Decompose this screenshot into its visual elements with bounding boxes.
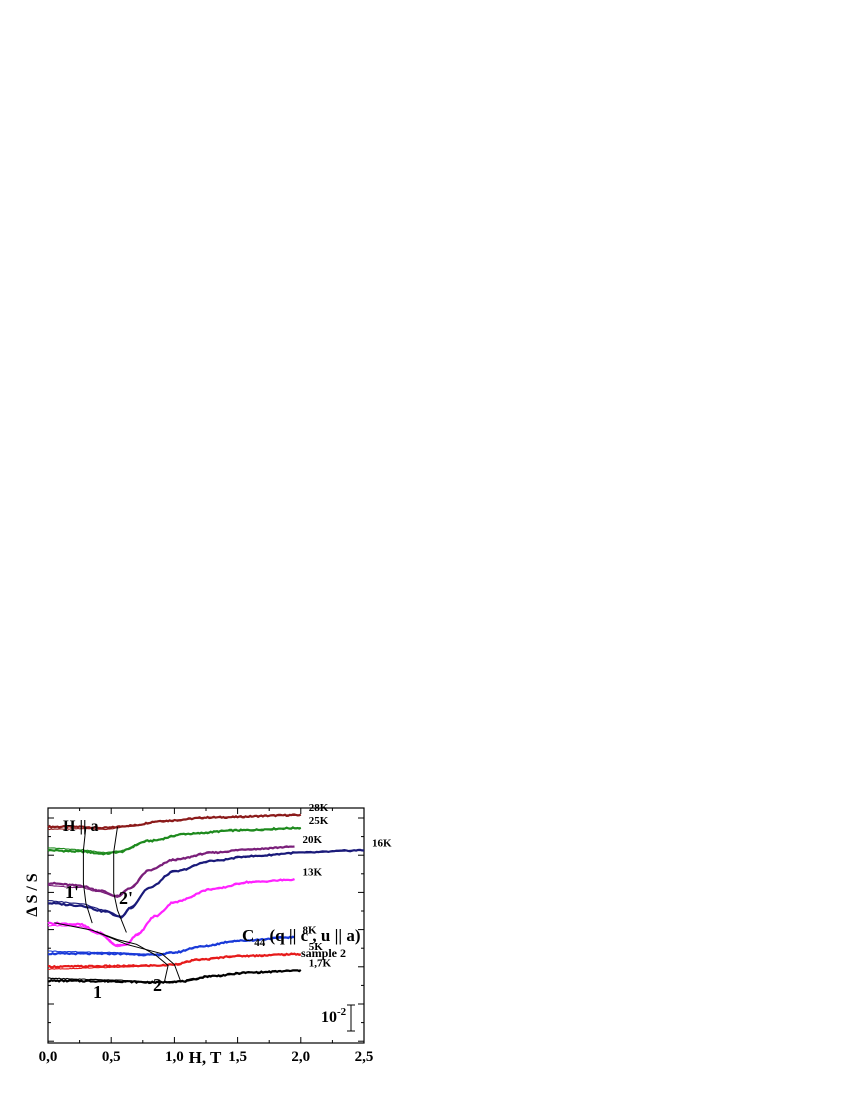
phase-line-2prime-label: 2'	[119, 888, 133, 908]
phase-boundary-line-2	[92, 929, 182, 982]
x-tick-label: 2,0	[291, 1049, 310, 1065]
scale-label: 10-2	[321, 1006, 347, 1026]
series-line-branch	[47, 936, 295, 956]
series-label: 13K	[302, 867, 322, 879]
series-line	[47, 877, 295, 947]
phase-boundary-line-1p	[82, 826, 93, 924]
phase-line-1prime-label: 1'	[65, 882, 79, 902]
x-axis-label: H, T	[189, 1048, 222, 1067]
series-line-branch	[47, 814, 301, 831]
sample-label: sample 2	[301, 946, 346, 960]
phase-boundary-line-2p	[113, 826, 127, 933]
series-label: 16K	[372, 837, 392, 849]
series-label: 20K	[302, 834, 322, 846]
series-line-branch	[47, 827, 301, 854]
mode-label: C44 (q || c , u || a)	[242, 926, 361, 949]
series-line-branch	[48, 846, 295, 898]
x-tick-label: 1,5	[228, 1049, 247, 1065]
phase-line-1-label: 1	[93, 982, 102, 1002]
x-tick-label: 0,5	[102, 1049, 121, 1065]
phase-line-2-label: 2	[153, 975, 162, 995]
field-direction-label: H || a	[63, 818, 99, 835]
series-label: 25K	[309, 815, 329, 827]
series-label: 1,7K	[309, 958, 332, 970]
series-line	[47, 935, 295, 957]
x-tick-label: 1,0	[165, 1049, 184, 1065]
series-label: 28K	[309, 802, 329, 814]
series-line-branch	[48, 969, 301, 984]
scale-bar	[347, 1004, 355, 1032]
y-axis-label: Δ S / S	[24, 873, 41, 916]
series-line-branch	[47, 878, 295, 948]
series-line-branch	[47, 849, 365, 917]
series-label: 8K	[302, 924, 317, 936]
series-label: 5K	[309, 941, 324, 953]
x-tick-label: 2,5	[355, 1049, 374, 1065]
x-tick-label: 0,0	[39, 1049, 58, 1065]
